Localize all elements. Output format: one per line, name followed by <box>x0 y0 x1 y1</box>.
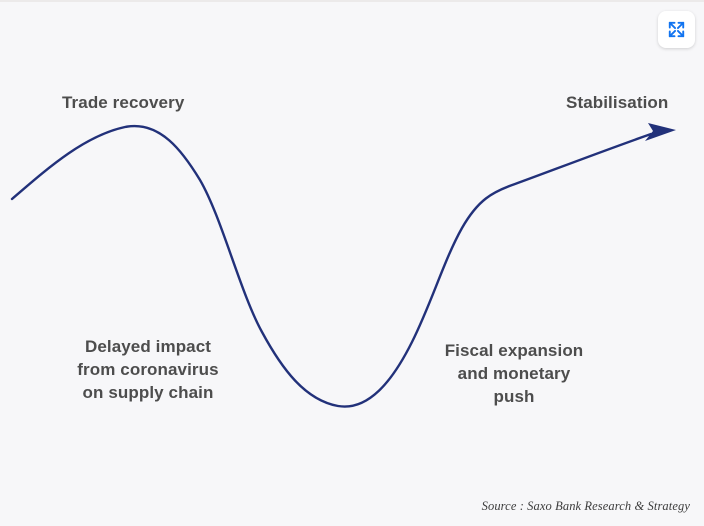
annotation-fiscal-expansion: Fiscal expansion and monetary push <box>444 341 584 406</box>
annotation-trade-recovery: Trade recovery <box>62 93 185 112</box>
expand-fullscreen-button[interactable] <box>658 11 695 48</box>
economic-activity-curve <box>10 124 653 408</box>
curve-line-group <box>10 123 676 408</box>
expand-fullscreen-icon <box>667 20 686 39</box>
annotation-stabilisation: Stabilisation <box>566 93 669 112</box>
curve-arrowhead <box>645 123 676 141</box>
source-note: Source : Saxo Bank Research & Strategy <box>481 499 690 513</box>
annotation-delayed-impact: Delayed impact from coronavirus on suppl… <box>77 337 219 402</box>
